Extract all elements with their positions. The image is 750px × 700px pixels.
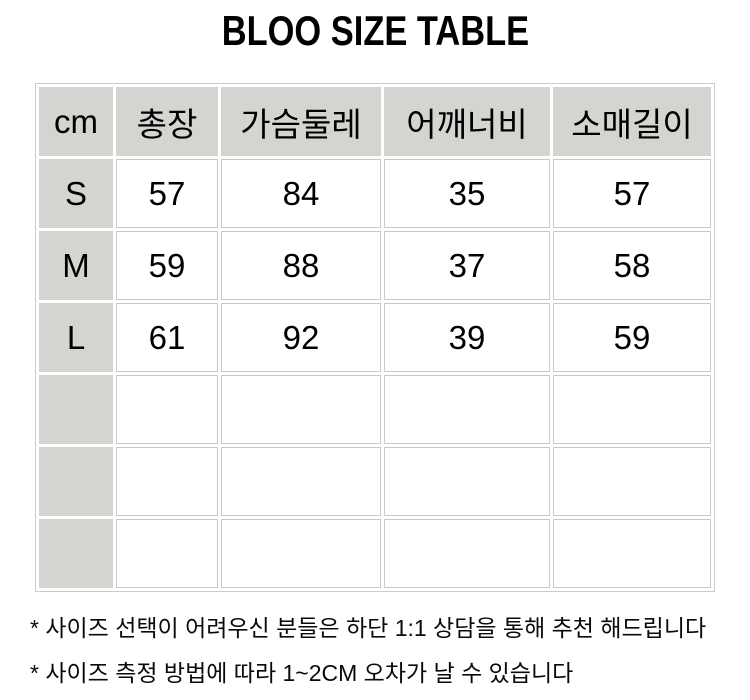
empty-cell xyxy=(384,447,550,516)
column-header-sleeve: 소매길이 xyxy=(553,87,711,156)
empty-cell xyxy=(116,375,218,444)
size-row-m: M 59 88 37 58 xyxy=(39,231,711,300)
empty-cell xyxy=(221,375,381,444)
empty-size-label xyxy=(39,519,113,588)
value-cell: 57 xyxy=(116,159,218,228)
column-header-chest: 가슴둘레 xyxy=(221,87,381,156)
value-cell: 61 xyxy=(116,303,218,372)
empty-cell xyxy=(553,519,711,588)
value-cell: 88 xyxy=(221,231,381,300)
value-cell: 57 xyxy=(553,159,711,228)
empty-cell xyxy=(221,519,381,588)
column-header-unit: cm xyxy=(39,87,113,156)
header-row: cm 총장 가슴둘레 어깨너비 소매길이 xyxy=(39,87,711,156)
page-title: BLOO SIZE TABLE xyxy=(221,7,529,54)
empty-size-label xyxy=(39,375,113,444)
empty-cell xyxy=(553,375,711,444)
value-cell: 84 xyxy=(221,159,381,228)
value-cell: 39 xyxy=(384,303,550,372)
empty-cell xyxy=(384,375,550,444)
size-label: M xyxy=(39,231,113,300)
size-label: S xyxy=(39,159,113,228)
title-wrap: BLOO SIZE TABLE xyxy=(0,0,750,56)
value-cell: 58 xyxy=(553,231,711,300)
empty-size-label xyxy=(39,447,113,516)
size-label: L xyxy=(39,303,113,372)
value-cell: 59 xyxy=(116,231,218,300)
empty-cell xyxy=(116,447,218,516)
empty-cell xyxy=(221,447,381,516)
empty-cell xyxy=(116,519,218,588)
column-header-length: 총장 xyxy=(116,87,218,156)
empty-row xyxy=(39,447,711,516)
notes: * 사이즈 선택이 어려우신 분들은 하단 1:1 상담을 통해 추천 해드립니… xyxy=(30,614,750,687)
value-cell: 37 xyxy=(384,231,550,300)
size-table: cm 총장 가슴둘레 어깨너비 소매길이 S 57 84 35 57 M 59 … xyxy=(35,83,715,592)
empty-cell xyxy=(384,519,550,588)
value-cell: 35 xyxy=(384,159,550,228)
note-line-tolerance: * 사이즈 측정 방법에 따라 1~2CM 오차가 날 수 있습니다 xyxy=(30,660,574,686)
empty-row xyxy=(39,519,711,588)
empty-row xyxy=(39,375,711,444)
note-line-consult: * 사이즈 선택이 어려우신 분들은 하단 1:1 상담을 통해 추천 해드립니… xyxy=(30,615,707,641)
value-cell: 59 xyxy=(553,303,711,372)
size-row-s: S 57 84 35 57 xyxy=(39,159,711,228)
column-header-shoulder: 어깨너비 xyxy=(384,87,550,156)
size-row-l: L 61 92 39 59 xyxy=(39,303,711,372)
empty-cell xyxy=(553,447,711,516)
value-cell: 92 xyxy=(221,303,381,372)
